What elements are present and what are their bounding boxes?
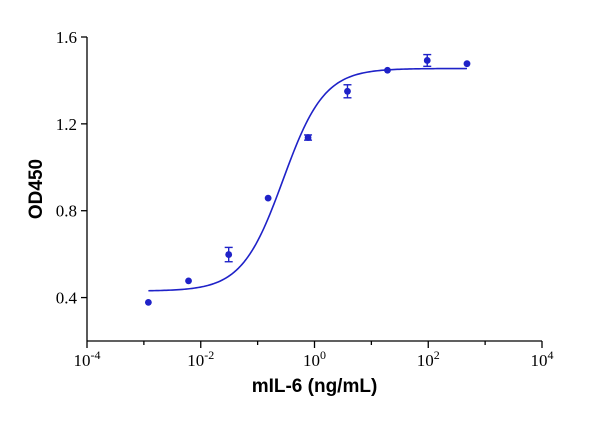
data-points [144,57,471,306]
y-tick-label: 0.4 [56,289,78,308]
data-point [304,134,312,141]
data-point [344,87,351,95]
data-point [225,251,233,258]
axes [86,37,542,342]
y-axis-title: OD450 [26,159,47,219]
data-point [463,60,471,68]
data-point [384,66,391,74]
data-point [423,57,431,64]
x-tick-label: 10-4 [74,348,101,370]
data-point [264,194,272,202]
x-ticks: 10-4 10-2 100 102 104 [74,341,554,370]
data-point [144,298,152,306]
y-ticks: 0.4 0.8 1.2 1.6 [56,28,87,308]
x-axis-title: mIL-6 (ng/mL) [252,376,378,397]
x-tick-label: 10-2 [187,348,214,370]
fit-curve [148,67,468,292]
y-tick-label: 1.6 [56,28,77,47]
y-tick-label: 1.2 [56,115,77,134]
x-tick-label: 100 [303,348,326,370]
x-tick-label: 104 [531,348,554,370]
data-point [185,277,192,285]
x-tick-label: 102 [417,348,440,370]
y-tick-label: 0.8 [56,202,77,221]
error-bars [224,53,432,263]
